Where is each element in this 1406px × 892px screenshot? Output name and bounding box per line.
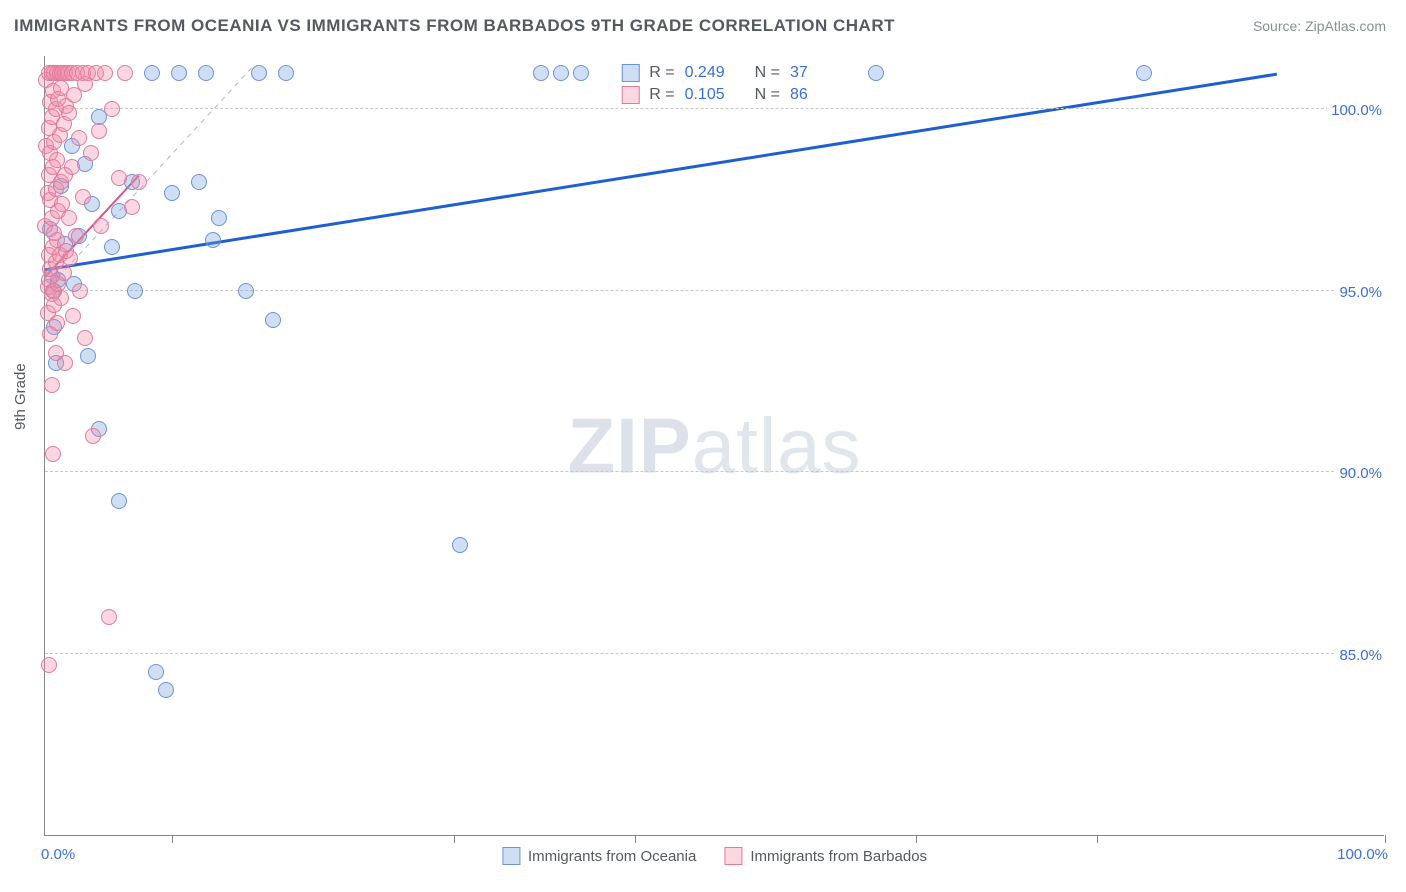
x-axis-min-label: 0.0%	[41, 846, 75, 863]
data-point	[75, 189, 91, 205]
data-point	[205, 232, 221, 248]
data-point	[533, 65, 549, 81]
x-axis-tick	[1385, 835, 1386, 843]
legend-swatch-barbados	[621, 86, 639, 104]
data-point	[83, 145, 99, 161]
data-point	[49, 152, 65, 168]
data-point	[131, 174, 147, 190]
data-point	[97, 65, 113, 81]
data-point	[127, 283, 143, 299]
data-point	[191, 174, 207, 190]
legend-r-label-1: R =	[649, 86, 674, 104]
source-attribution: Source: ZipAtlas.com	[1253, 18, 1386, 34]
legend-n-value-0: 37	[790, 64, 808, 82]
data-point	[71, 130, 87, 146]
data-point	[124, 199, 140, 215]
x-axis-tick	[916, 835, 917, 843]
series-name-1: Immigrants from Barbados	[750, 848, 927, 865]
data-point	[452, 537, 468, 553]
data-point	[164, 185, 180, 201]
data-point	[62, 250, 78, 266]
data-point	[238, 283, 254, 299]
data-point	[68, 228, 84, 244]
series-name-0: Immigrants from Oceania	[528, 848, 696, 865]
y-axis-tick-label: 100.0%	[1327, 102, 1386, 119]
legend-r-value-1: 0.105	[685, 86, 725, 104]
data-point	[104, 101, 120, 117]
data-point	[45, 446, 61, 462]
x-axis-tick	[172, 835, 173, 843]
series-legend: Immigrants from Oceania Immigrants from …	[502, 847, 927, 865]
series-legend-barbados: Immigrants from Barbados	[724, 847, 927, 865]
data-point	[171, 65, 187, 81]
data-point	[117, 65, 133, 81]
data-point	[85, 428, 101, 444]
data-point	[41, 657, 57, 673]
data-point	[104, 239, 120, 255]
data-point	[553, 65, 569, 81]
trend-lines-layer	[45, 56, 1384, 835]
data-point	[77, 330, 93, 346]
chart-plot-area: ZIPatlas R = 0.249 N = 37 R = 0.105 N = …	[44, 56, 1384, 836]
data-point	[101, 609, 117, 625]
data-point	[65, 308, 81, 324]
y-axis-label-row: 100.0%	[47, 102, 1386, 119]
x-axis-tick	[454, 835, 455, 843]
legend-swatch-oceania	[621, 64, 639, 82]
chart-title: IMMIGRANTS FROM OCEANIA VS IMMIGRANTS FR…	[14, 16, 895, 36]
legend-n-value-1: 86	[790, 86, 808, 104]
data-point	[57, 355, 73, 371]
correlation-legend: R = 0.249 N = 37 R = 0.105 N = 86	[613, 60, 816, 108]
data-point	[53, 290, 69, 306]
x-axis-tick	[635, 835, 636, 843]
data-point	[91, 123, 107, 139]
data-point	[61, 210, 77, 226]
data-point	[278, 65, 294, 81]
y-axis-title: 9th Grade	[12, 363, 29, 430]
data-point	[251, 65, 267, 81]
data-point	[573, 65, 589, 81]
data-point	[72, 283, 88, 299]
legend-row-oceania: R = 0.249 N = 37	[621, 62, 808, 84]
data-point	[61, 105, 77, 121]
data-point	[198, 65, 214, 81]
data-point	[158, 682, 174, 698]
data-point	[211, 210, 227, 226]
legend-n-label-0: N =	[755, 64, 780, 82]
data-point	[44, 377, 60, 393]
y-axis-tick-label: 95.0%	[1335, 284, 1386, 301]
source-prefix: Source:	[1253, 18, 1305, 34]
series-legend-oceania: Immigrants from Oceania	[502, 847, 696, 865]
x-axis-max-label: 100.0%	[1337, 846, 1388, 863]
series-swatch-oceania	[502, 847, 520, 865]
x-axis-tick	[1097, 835, 1098, 843]
data-point	[144, 65, 160, 81]
data-point	[80, 348, 96, 364]
data-point	[93, 218, 109, 234]
legend-n-label-1: N =	[755, 86, 780, 104]
data-point	[64, 159, 80, 175]
legend-r-value-0: 0.249	[685, 64, 725, 82]
data-point	[1136, 65, 1152, 81]
y-axis-tick-label: 90.0%	[1335, 465, 1386, 482]
y-axis-label-row: 85.0%	[47, 647, 1386, 664]
y-axis-label-row: 90.0%	[47, 465, 1386, 482]
legend-r-label-0: R =	[649, 64, 674, 82]
data-point	[265, 312, 281, 328]
data-point	[56, 265, 72, 281]
series-swatch-barbados	[724, 847, 742, 865]
data-point	[148, 664, 164, 680]
source-name: ZipAtlas.com	[1305, 18, 1386, 34]
data-point	[49, 315, 65, 331]
data-point	[868, 65, 884, 81]
data-point	[111, 493, 127, 509]
y-axis-tick-label: 85.0%	[1335, 647, 1386, 664]
data-point	[111, 170, 127, 186]
